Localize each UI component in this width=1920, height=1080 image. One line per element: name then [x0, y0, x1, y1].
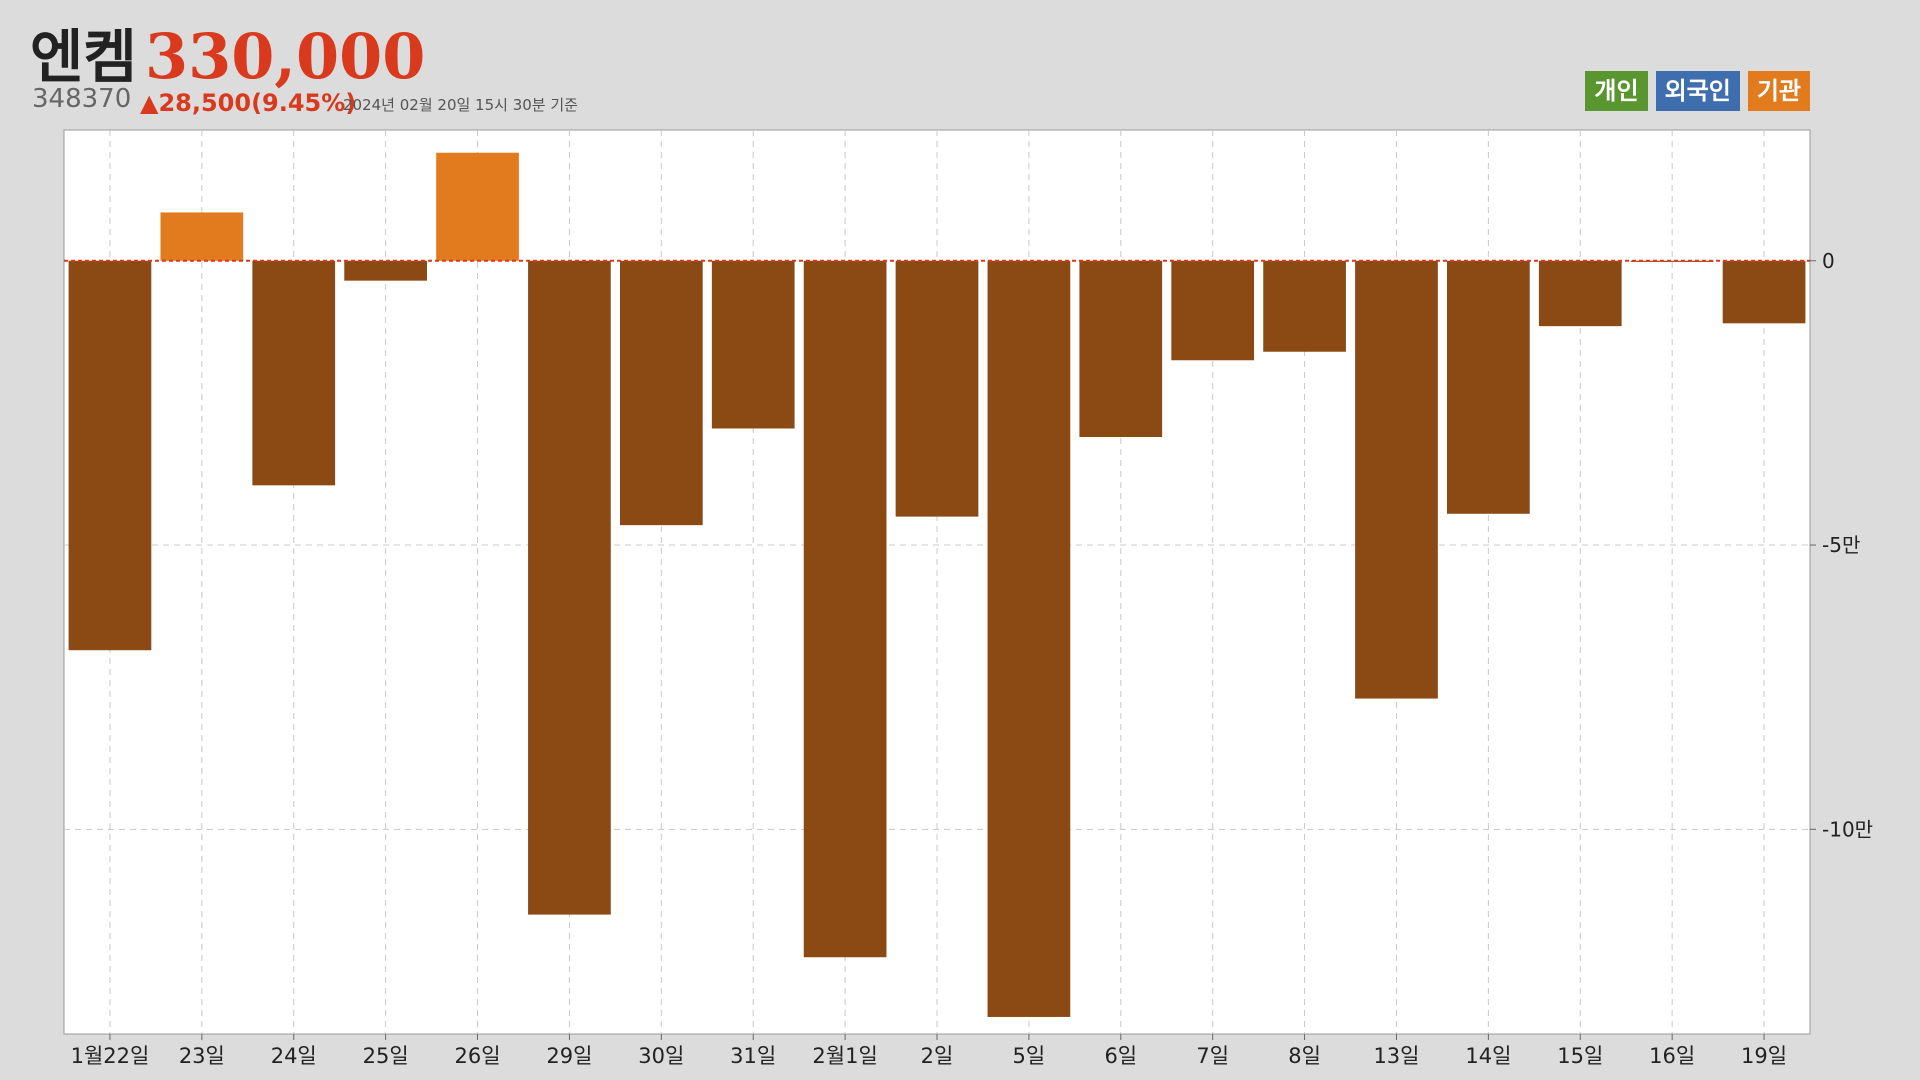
x-tick-label: 8일: [1288, 1044, 1321, 1068]
bar-8[interactable]: [803, 260, 887, 958]
bar-11[interactable]: [1079, 260, 1163, 438]
x-tick-label: 31일: [730, 1044, 776, 1068]
bar-17[interactable]: [1630, 260, 1714, 262]
stock-code: 348370: [32, 84, 132, 114]
x-tick-label: 2일: [921, 1044, 954, 1068]
bar-4[interactable]: [436, 152, 519, 261]
bar-0[interactable]: [68, 260, 152, 651]
bars: [68, 152, 1806, 1017]
x-tick-label: 16일: [1649, 1044, 1695, 1068]
stock-name: 엔켐: [30, 23, 137, 91]
price-change: ▲28,500(9.45%): [140, 89, 357, 117]
investor-legend: 개인 외국인 기관: [1585, 71, 1810, 111]
bar-5[interactable]: [528, 260, 611, 915]
y-tick-label: 0: [1822, 249, 1835, 273]
x-tick-label: 1월22일: [71, 1044, 150, 1068]
x-axis-ticks: 1월22일 23일 24일 25일 26일 29일 30일 31일 2월1일 2일 5일 6일 7일 8일…: [71, 1034, 1787, 1068]
x-tick-label: 15일: [1557, 1044, 1603, 1068]
y-tick-label: -10만: [1822, 817, 1873, 841]
bar-18[interactable]: [1722, 260, 1806, 324]
x-tick-label: 30일: [638, 1044, 684, 1068]
legend-institution[interactable]: 기관: [1747, 71, 1810, 111]
legend-individual[interactable]: 개인: [1585, 71, 1648, 111]
bar-1[interactable]: [160, 212, 244, 261]
bar-2[interactable]: [252, 260, 336, 486]
bar-10[interactable]: [987, 260, 1071, 1017]
bar-13[interactable]: [1263, 260, 1346, 352]
y-axis-ticks: 0 -5만 -10만: [1810, 249, 1873, 841]
x-tick-label: 23일: [179, 1044, 225, 1068]
x-tick-label: 5일: [1013, 1044, 1046, 1068]
y-tick-label: -5만: [1822, 533, 1860, 557]
bar-9[interactable]: [895, 260, 979, 517]
x-tick-label: 6일: [1104, 1044, 1137, 1068]
x-tick-label: 24일: [271, 1044, 317, 1068]
bar-7[interactable]: [711, 260, 795, 429]
x-tick-label: 26일: [455, 1044, 501, 1068]
x-tick-label: 29일: [546, 1044, 592, 1068]
bar-15[interactable]: [1447, 260, 1530, 514]
grid-lines: [64, 130, 1810, 1034]
x-tick-label: 13일: [1373, 1044, 1419, 1068]
bar-16[interactable]: [1538, 260, 1622, 327]
stock-price: 330,000: [145, 20, 426, 93]
bar-6[interactable]: [619, 260, 703, 526]
x-tick-label: 25일: [363, 1044, 409, 1068]
bar-12[interactable]: [1171, 260, 1255, 361]
x-tick-label: 14일: [1465, 1044, 1511, 1068]
legend-foreign[interactable]: 외국인: [1655, 71, 1740, 111]
x-tick-label: 7일: [1196, 1044, 1229, 1068]
bar-3[interactable]: [344, 260, 427, 281]
bar-14[interactable]: [1355, 260, 1438, 699]
x-tick-label: 2월1일: [812, 1044, 877, 1068]
x-tick-label: 19일: [1741, 1044, 1787, 1068]
as-of-timestamp: 2024년 02월 20일 15시 30분 기준: [343, 96, 578, 114]
